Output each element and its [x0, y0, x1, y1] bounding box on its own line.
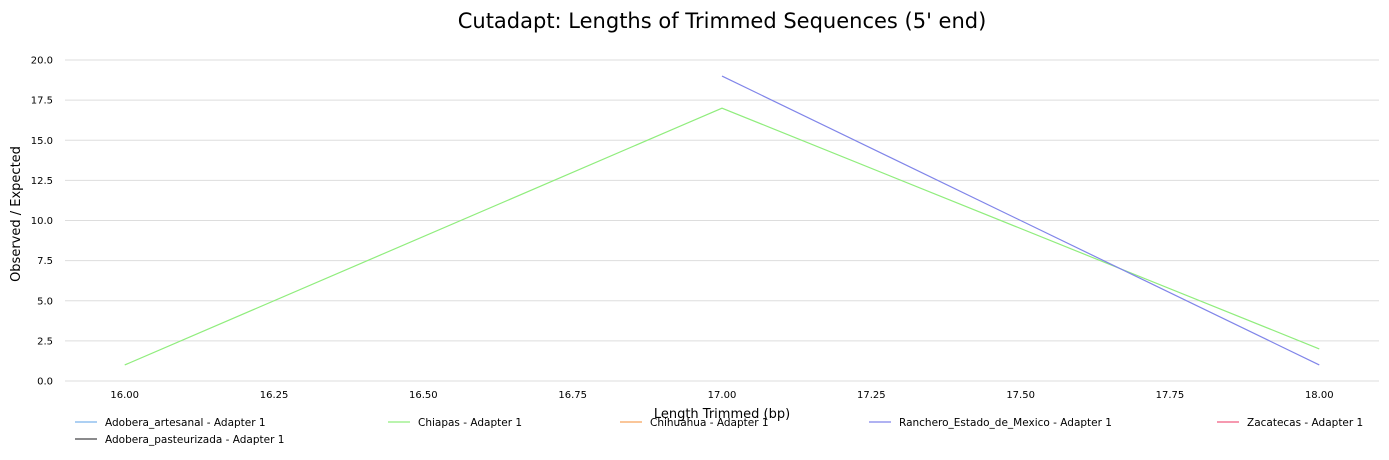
- legend-item[interactable]: Chihuahua - Adapter 1: [620, 417, 769, 429]
- series-line[interactable]: [124, 107, 1320, 366]
- x-tick-label: 16.25: [260, 390, 289, 401]
- y-tick-label: 12.5: [31, 176, 53, 187]
- legend-label: Ranchero_Estado_de_Mexico - Adapter 1: [899, 417, 1112, 429]
- x-tick-label: 16.75: [558, 390, 587, 401]
- x-tick-label: 17.00: [708, 390, 737, 401]
- legend-item[interactable]: Chiapas - Adapter 1: [388, 417, 522, 429]
- x-axis-ticks: 16.00 16.25 16.50 16.75 17.00 17.25 17.50 17.75…: [110, 390, 1333, 401]
- series-line[interactable]: [721, 75, 1320, 366]
- chart-title: Cutadapt: Lengths of Trimmed Sequences (…: [458, 9, 987, 33]
- x-tick-label: 17.50: [1006, 390, 1035, 401]
- y-tick-label: 2.5: [37, 336, 53, 347]
- gridlines: [65, 59, 1379, 382]
- legend-label: Zacatecas - Adapter 1: [1247, 417, 1363, 429]
- legend-label: Adobera_pasteurizada - Adapter 1: [105, 434, 284, 446]
- x-tick-label: 16.00: [110, 390, 139, 401]
- y-tick-label: 7.5: [37, 256, 53, 267]
- x-tick-label: 16.50: [409, 390, 438, 401]
- legend-item[interactable]: Zacatecas - Adapter 1: [1217, 417, 1363, 429]
- x-axis-label: Length Trimmed (bp): [654, 407, 790, 422]
- legend-item[interactable]: Ranchero_Estado_de_Mexico - Adapter 1: [869, 417, 1112, 429]
- y-axis-label: Observed / Expected: [9, 146, 24, 282]
- y-axis-ticks: 0.0 2.5 5.0 7.5 10.0 12.5 15.0 17.5 20.0: [31, 56, 53, 388]
- y-tick-label: 17.5: [31, 96, 53, 107]
- x-tick-label: 18.00: [1305, 390, 1334, 401]
- y-tick-label: 20.0: [31, 56, 53, 67]
- x-tick-label: 17.75: [1156, 390, 1185, 401]
- y-tick-label: 5.0: [37, 296, 53, 307]
- y-tick-label: 10.0: [31, 216, 53, 227]
- legend-item[interactable]: Adobera_pasteurizada - Adapter 1: [75, 434, 284, 446]
- legend-label: Chihuahua - Adapter 1: [650, 417, 769, 429]
- legend-item[interactable]: Adobera_artesanal - Adapter 1: [75, 417, 266, 429]
- legend: Adobera_artesanal - Adapter 1 Adobera_pas…: [75, 417, 1363, 446]
- series-lines: [124, 75, 1320, 366]
- legend-label: Chiapas - Adapter 1: [418, 417, 522, 429]
- legend-label: Adobera_artesanal - Adapter 1: [105, 417, 266, 429]
- y-tick-label: 15.0: [31, 136, 53, 147]
- x-tick-label: 17.25: [857, 390, 886, 401]
- y-tick-label: 0.0: [37, 377, 53, 388]
